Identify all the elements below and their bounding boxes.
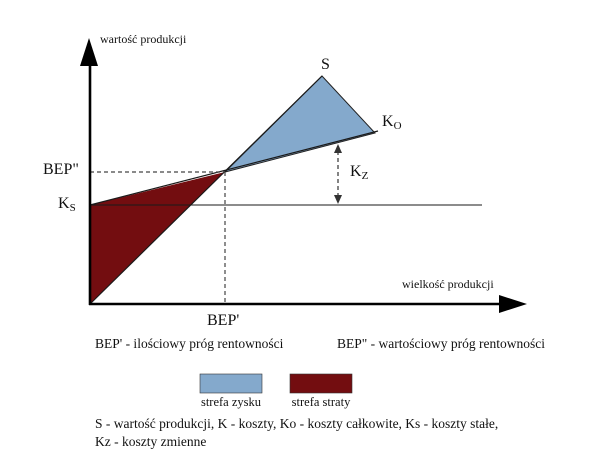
legend-loss-swatch [289, 373, 353, 394]
bep-value-label: BEP" [43, 161, 79, 178]
ks-subscript: S [69, 202, 76, 214]
s-label: S [321, 56, 330, 73]
kz-label: KZ [350, 163, 369, 182]
ks-letter: K [58, 195, 70, 212]
ko-label: KO [382, 113, 402, 132]
legend-loss-label: strefa straty [291, 395, 351, 409]
x-axis-arrow-icon [499, 295, 527, 313]
x-axis-label: wielkość produkcji [402, 277, 494, 291]
kz-arrow-down-icon [334, 195, 342, 204]
legend-profit-swatch [199, 373, 263, 394]
ko-subscript: O [393, 120, 402, 132]
ks-label: KS [58, 195, 76, 214]
footer-definitions-line2: Kz - koszty zmienne [95, 434, 207, 449]
footer-definitions-line1: S - wartość produkcji, K - koszty, Ko - … [95, 416, 499, 431]
ko-line [89, 130, 379, 206]
bep-quantity-note: BEP' - ilościowy próg rentowności [95, 336, 284, 351]
ko-letter: K [382, 113, 394, 130]
y-axis-arrow-icon [80, 38, 98, 66]
bep-quantity-label: BEP' [207, 312, 240, 329]
legend-profit-label: strefa zysku [200, 395, 262, 409]
kz-subscript: Z [361, 170, 369, 182]
s-line [89, 75, 323, 305]
kz-letter: K [350, 163, 362, 180]
kz-arrow-up-icon [334, 144, 342, 153]
profit-zone-triangle [223, 75, 376, 173]
y-axis-label: wartość produkcji [100, 32, 187, 46]
bep-value-note: BEP" - wartościowy próg rentowności [337, 336, 545, 351]
